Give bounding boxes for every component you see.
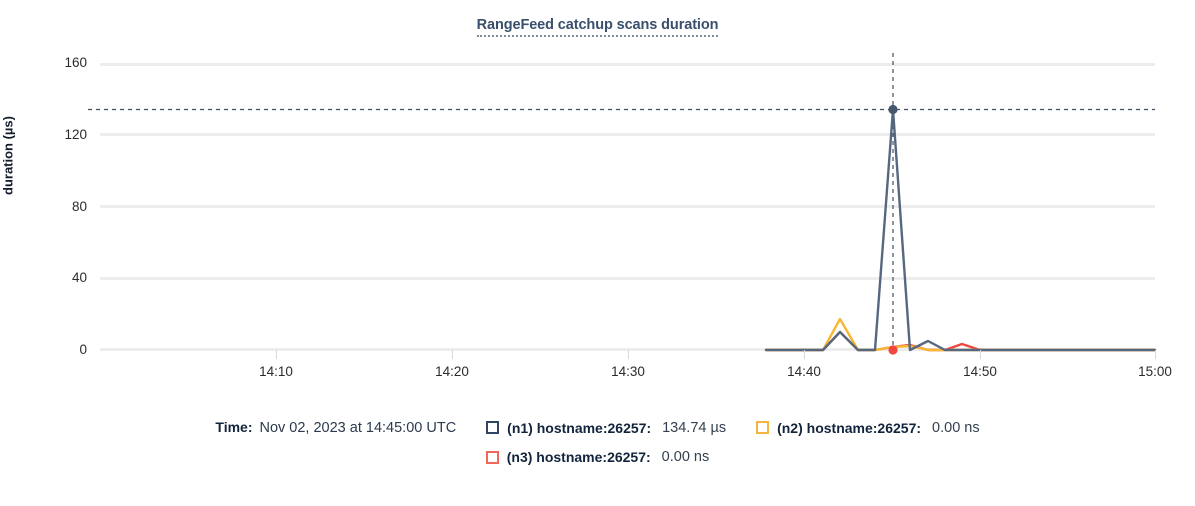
tooltip-time-value: Nov 02, 2023 at 14:45:00 UTC — [259, 420, 457, 436]
legend-row-2: (n3) hostname:26257: 0.00 ns — [0, 446, 1195, 468]
legend-label-n1: (n1) hostname:26257: — [507, 419, 652, 436]
x-tick-mark-4 — [804, 350, 805, 359]
chart-title-text[interactable]: RangeFeed catchup scans duration — [476, 17, 718, 37]
legend-row-1: Time: Nov 02, 2023 at 14:45:00 UTC (n1) … — [0, 416, 1195, 439]
chart-title: RangeFeed catchup scans duration — [0, 17, 1195, 37]
x-tick-mark-1 — [276, 350, 277, 359]
gridlines — [100, 63, 1155, 351]
legend-value-n2: 0.00 ns — [932, 419, 980, 436]
x-tick-mark-3 — [628, 350, 629, 359]
x-tick-label-1440: 14:40 — [787, 364, 821, 379]
legend-label-n2: (n2) hostname:26257: — [777, 419, 922, 436]
chart-legend: Time: Nov 02, 2023 at 14:45:00 UTC (n1) … — [0, 416, 1195, 475]
legend-label-n3: (n3) hostname:26257: — [506, 449, 651, 465]
x-tick-label-1500: 15:00 — [1138, 364, 1172, 379]
tooltip-time: Time: Nov 02, 2023 at 14:45:00 UTC — [215, 416, 456, 439]
x-tick-mark-2 — [452, 350, 453, 359]
y-tick-label-80: 80 — [71, 199, 87, 214]
legend-value-n3: 0.00 ns — [661, 449, 710, 465]
x-tick-label-1410: 14:10 — [259, 364, 293, 379]
x-tick-mark-6 — [1155, 350, 1156, 359]
tooltip-time-label: Time: — [215, 419, 253, 435]
hover-marker-n1 — [888, 104, 898, 115]
y-tick-label-160: 160 — [64, 55, 87, 70]
legend-item-n1[interactable]: (n1) hostname:26257: 134.74 µs — [486, 417, 726, 439]
legend-item-n3[interactable]: (n3) hostname:26257: 0.00 ns — [485, 446, 710, 468]
x-tick-label-1450: 14:50 — [963, 364, 997, 379]
y-axis-title: duration (µs) — [0, 116, 16, 195]
y-tick-label-0: 0 — [79, 342, 87, 357]
legend-value-n1: 134.74 µs — [662, 419, 727, 436]
plot-svg — [88, 53, 1157, 355]
legend-swatch-n1 — [486, 421, 500, 434]
legend-item-n2[interactable]: (n2) hostname:26257: 0.00 ns — [756, 417, 980, 439]
y-tick-label-120: 120 — [64, 127, 87, 142]
y-tick-label-40: 40 — [71, 270, 87, 285]
legend-swatch-n3 — [485, 450, 499, 464]
x-tick-label-1420: 14:20 — [435, 364, 469, 379]
legend-swatch-n2 — [756, 421, 770, 434]
x-tick-label-1430: 14:30 — [611, 364, 645, 379]
series-line-n1 — [764, 108, 1157, 352]
plot-area[interactable] — [88, 53, 1157, 355]
x-tick-mark-5 — [980, 350, 981, 359]
hover-marker-n3 — [888, 345, 898, 355]
